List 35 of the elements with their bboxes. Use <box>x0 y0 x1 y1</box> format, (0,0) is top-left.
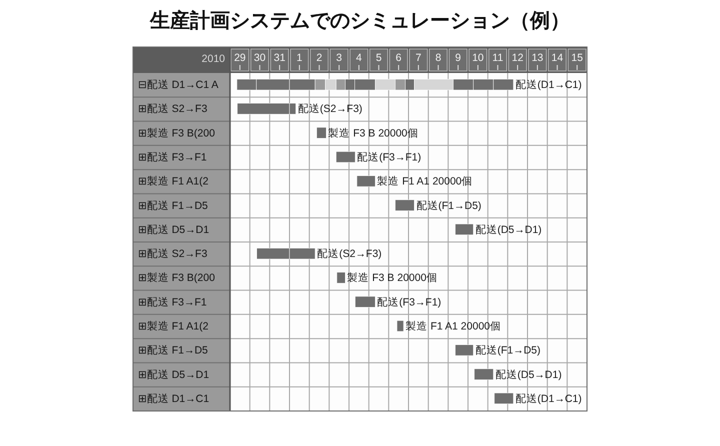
data-label: 製造 F3 B 20000個 <box>347 272 438 284</box>
data-label: 配送(D5→D1) <box>475 224 542 236</box>
x-tick-label: 5 <box>376 52 382 64</box>
x-tick-label: 30 <box>254 52 266 64</box>
x-tick-label: 6 <box>396 52 402 64</box>
data-label: 配送(D1→C1) <box>515 392 582 405</box>
x-tick-label: 7 <box>415 52 422 64</box>
data-label: 配送(F3→F1) <box>357 152 422 164</box>
data-label: 配送(D1→C1) <box>515 79 582 92</box>
x-tick-label: 9 <box>455 52 462 64</box>
data-label: 製造 F1 A1 20000個 <box>406 320 501 332</box>
x-tick-label: 14 <box>551 52 564 64</box>
data-label: 配送(F3→F1) <box>377 296 442 308</box>
x-tick-label: 3 <box>336 52 342 64</box>
x-tick-label: 29 <box>234 52 246 64</box>
x-tick-label: 8 <box>435 52 442 64</box>
x-tick-label: 12 <box>512 52 524 64</box>
header: 1 2 3 4 5 6 7 8 9 10 11 12 13 14 15 <box>290 47 587 73</box>
x-tick-label: 1 <box>296 52 302 64</box>
data-label: 配送(D5→D1) <box>495 368 562 381</box>
data-label: 製造 F1 A1 20000個 <box>377 176 473 188</box>
title: 生産計画システムでのシミュレーション（例） <box>150 10 570 32</box>
header: 29 30 31 <box>230 47 290 73</box>
x-tick-label: 31 <box>274 52 286 64</box>
x-tick-label: 10 <box>472 52 484 64</box>
data-label: 配送(F1→D5) <box>475 344 541 357</box>
x-tick-label: 15 <box>571 52 584 64</box>
data-label: 配送(S2→F3) <box>317 248 382 260</box>
data-label: 製造 F3 B 20000個 <box>328 127 418 140</box>
x-tick-label: 11 <box>492 52 504 64</box>
data-label: 配送(F1→D5) <box>416 200 482 212</box>
x-tick-label: 13 <box>532 52 544 64</box>
data-label: 配送(S2→F3) <box>298 103 362 116</box>
x-tick-label: 2 <box>316 52 322 64</box>
x-tick-label: 4 <box>356 52 362 64</box>
